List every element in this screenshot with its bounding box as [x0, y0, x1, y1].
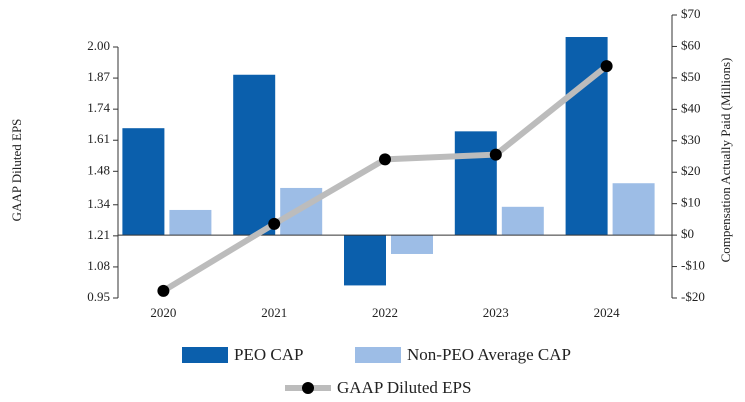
bar	[344, 235, 386, 286]
y2-tick-label: $20	[681, 163, 701, 178]
y2-tick-label: $10	[681, 195, 701, 210]
y-tick-label: 1.61	[87, 131, 110, 146]
x-tick-label: 2020	[150, 305, 176, 320]
bar	[391, 235, 433, 254]
legend-marker	[302, 382, 314, 394]
y-tick-label: 1.21	[87, 227, 110, 242]
x-tick-label: 2024	[594, 305, 621, 320]
legend-label: Non-PEO Average CAP	[407, 345, 571, 364]
y-tick-label: 1.08	[87, 258, 110, 273]
y-tick-label: 1.34	[87, 196, 110, 211]
y2-tick-label: $70	[681, 6, 701, 21]
y2-tick-label: $30	[681, 132, 701, 147]
line-marker	[379, 153, 391, 166]
bar	[169, 209, 212, 236]
bar	[501, 206, 544, 236]
bar	[454, 131, 497, 236]
line-marker	[157, 284, 170, 297]
y-tick-label: 1.87	[87, 69, 110, 84]
x-tick-label: 2022	[372, 305, 398, 320]
legend-label: GAAP Diluted EPS	[337, 378, 471, 397]
x-tick-label: 2021	[261, 305, 287, 320]
bar	[233, 74, 276, 236]
y-tick-label: 0.95	[87, 289, 110, 304]
y2-axis-title: Compensation Actually Paid (Millions)	[718, 58, 733, 263]
y-axis-title: GAAP Diluted EPS	[9, 119, 24, 222]
bar	[122, 128, 165, 236]
line-marker	[489, 148, 502, 161]
y2-tick-label: -$20	[681, 289, 705, 304]
line-marker	[600, 60, 613, 73]
bar	[612, 183, 655, 236]
legend-swatch	[355, 347, 401, 363]
y2-tick-label: -$10	[681, 258, 705, 273]
line-marker	[268, 217, 281, 230]
legend-label: PEO CAP	[234, 345, 303, 364]
y-tick-label: 2.00	[87, 38, 110, 53]
y2-tick-label: $0	[681, 226, 694, 241]
y2-tick-label: $50	[681, 69, 701, 84]
y-tick-label: 1.74	[87, 100, 110, 115]
y2-tick-label: $40	[681, 100, 701, 115]
legend-swatch	[182, 347, 228, 363]
y-tick-label: 1.48	[87, 162, 110, 177]
y2-tick-label: $60	[681, 37, 701, 52]
x-tick-label: 2023	[483, 305, 509, 320]
